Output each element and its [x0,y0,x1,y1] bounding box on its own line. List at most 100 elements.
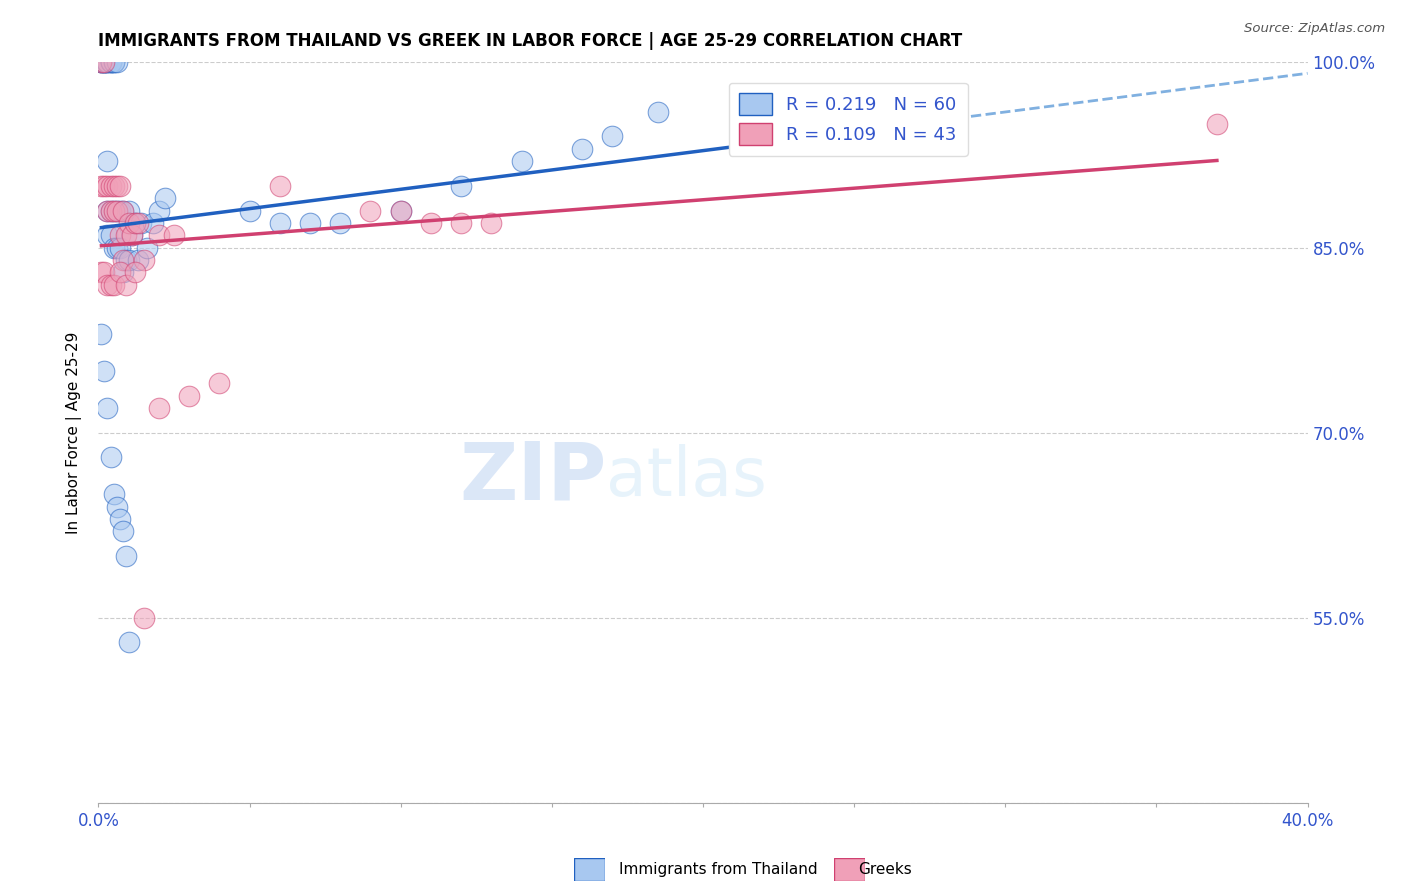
Point [108,203,131,218]
Point [124,216,146,230]
Point [90,326,112,341]
Point [135,240,157,255]
Point [132,610,155,624]
Point [100,228,122,243]
Point [450,216,472,230]
Point [93,55,115,70]
Point [124,265,146,279]
Point [96,203,118,218]
Point [90,55,112,70]
Point [129,216,152,230]
Point [269,216,291,230]
Point [510,154,533,169]
Text: Greeks: Greeks [858,863,911,877]
Point [103,55,125,70]
Point [100,203,122,218]
Point [121,228,143,243]
Point [103,178,125,193]
Point [108,512,131,526]
Point [127,252,149,267]
Point [105,203,128,218]
Point [108,265,131,279]
Point [96,401,118,415]
Point [100,55,122,70]
Point [103,487,125,501]
Point [420,216,443,230]
Point [148,401,170,415]
Point [93,55,115,70]
Point [148,203,170,218]
Point [1206,117,1229,131]
Point [239,203,262,218]
Text: IMMIGRANTS FROM THAILAND VS GREEK IN LABOR FORCE | AGE 25-29 CORRELATION CHART: IMMIGRANTS FROM THAILAND VS GREEK IN LAB… [98,32,963,50]
Point [90,55,112,70]
Point [118,216,141,230]
Point [100,55,122,70]
Point [90,55,112,70]
Point [111,252,134,267]
Point [96,203,118,218]
Point [111,265,134,279]
Point [389,203,412,218]
Point [96,55,118,70]
Point [105,203,128,218]
Text: Source: ZipAtlas.com: Source: ZipAtlas.com [1244,22,1385,36]
Legend: R = 0.219   N = 60, R = 0.109   N = 43: R = 0.219 N = 60, R = 0.109 N = 43 [728,83,967,155]
Point [179,389,201,403]
Point [163,228,186,243]
Point [114,228,136,243]
Point [111,203,134,218]
Point [121,228,143,243]
Point [389,203,412,218]
Text: atlas: atlas [606,444,768,510]
Point [602,129,624,144]
Point [360,203,382,218]
Point [93,364,115,378]
Point [118,203,141,218]
Point [105,55,128,70]
Point [105,178,128,193]
Point [103,203,125,218]
Text: ZIP: ZIP [458,438,606,516]
Point [96,277,118,292]
Point [118,635,141,649]
Point [108,228,131,243]
Point [100,203,122,218]
Point [132,252,155,267]
Point [93,55,115,70]
Point [114,549,136,563]
Y-axis label: In Labor Force | Age 25-29: In Labor Force | Age 25-29 [66,332,83,533]
Point [100,450,122,465]
Point [153,191,176,205]
Point [114,277,136,292]
Point [118,252,141,267]
Point [103,240,125,255]
Point [96,55,118,70]
Point [103,277,125,292]
Point [329,216,352,230]
Point [142,216,165,230]
Point [93,178,115,193]
Point [96,228,118,243]
Point [103,203,125,218]
Point [90,178,112,193]
Point [96,178,118,193]
Point [108,240,131,255]
Point [100,277,122,292]
Point [93,265,115,279]
Point [90,265,112,279]
Point [111,203,134,218]
Point [108,178,131,193]
Point [269,178,291,193]
Point [105,240,128,255]
Point [450,178,472,193]
Point [111,524,134,539]
Point [208,376,231,391]
Point [100,178,122,193]
Point [127,216,149,230]
Point [571,142,593,156]
Point [96,154,118,169]
Point [93,55,115,70]
Point [105,500,128,514]
Point [90,55,112,70]
